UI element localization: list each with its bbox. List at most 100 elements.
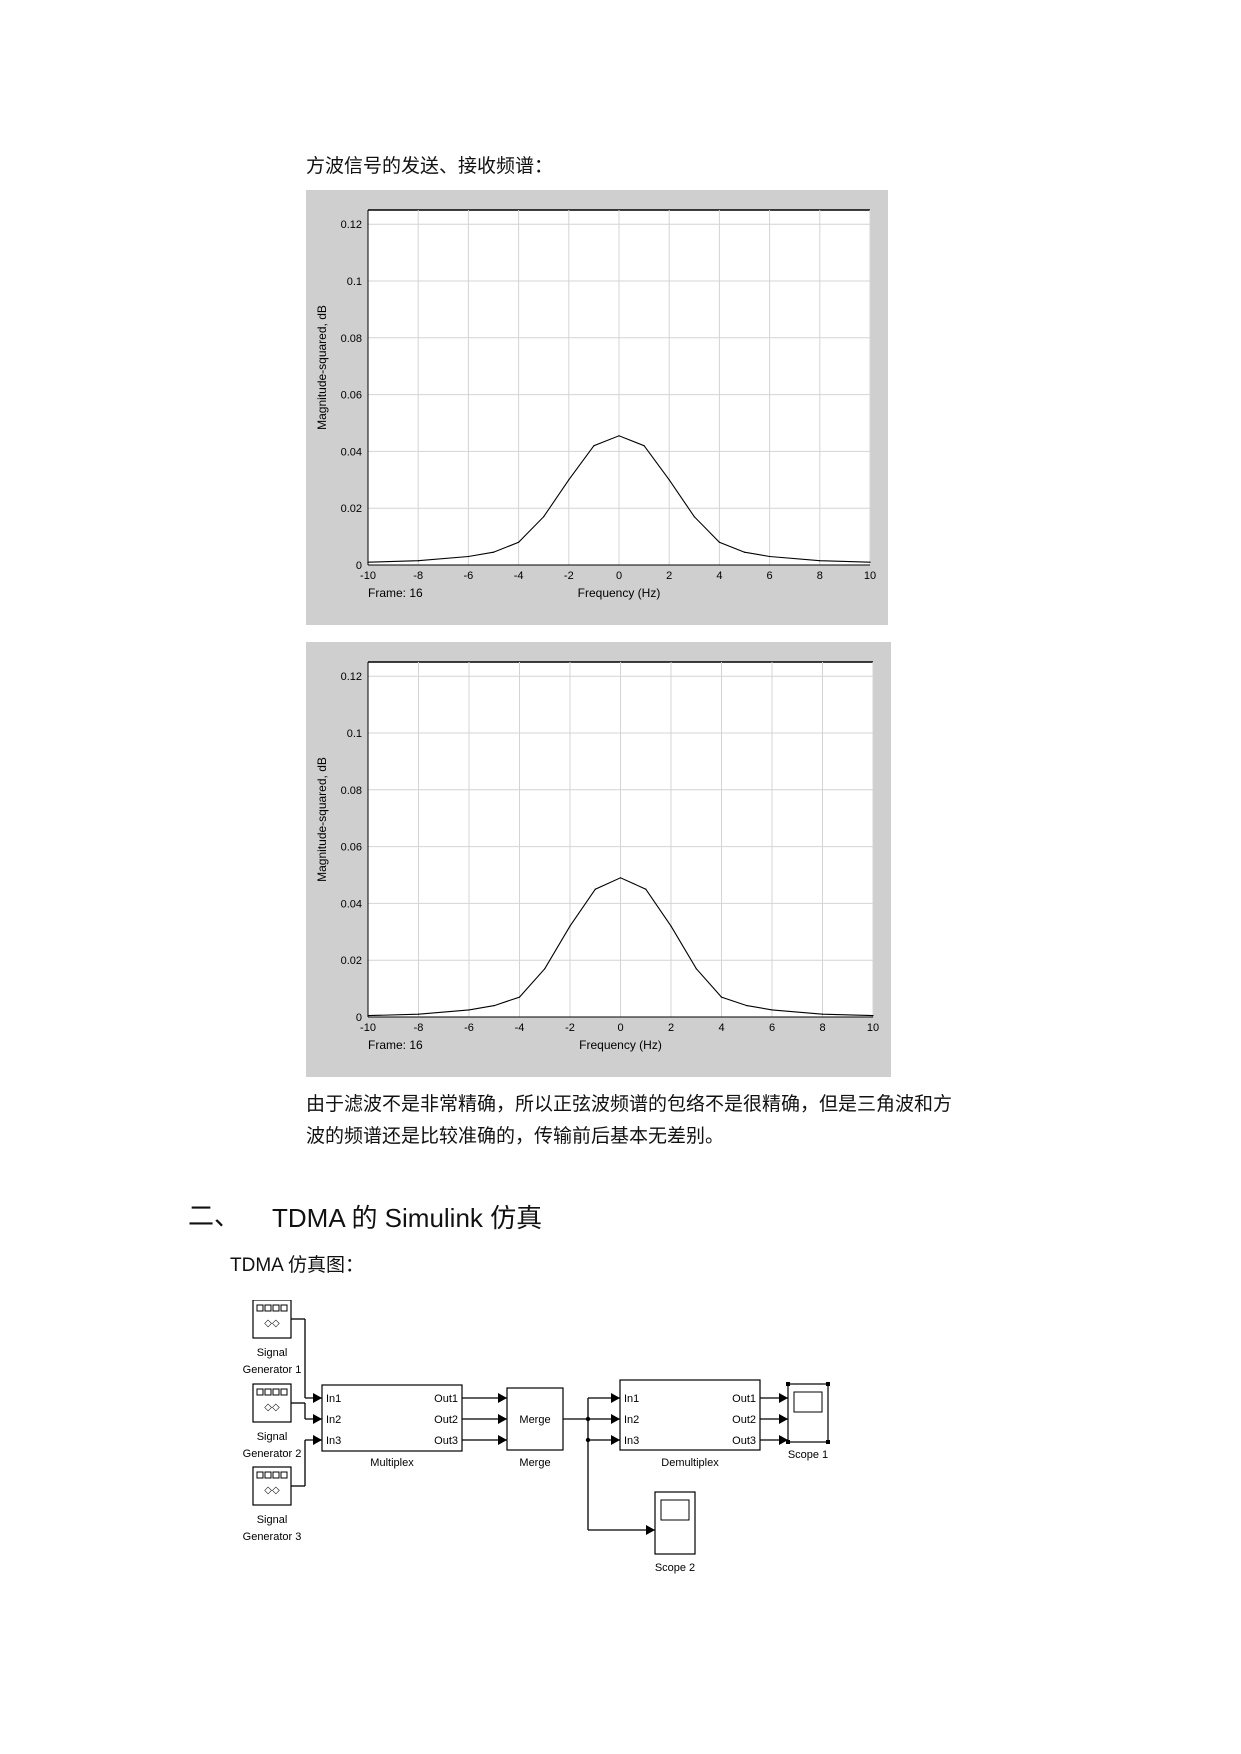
y-tick-label: 0 (356, 1012, 362, 1024)
multiplex-block (321, 1384, 463, 1452)
x-tick-label: 8 (819, 1022, 825, 1034)
arrowhead (498, 1435, 507, 1445)
demultiplex-input-port: In3 (624, 1435, 639, 1447)
generator-label-line1: Signal (257, 1347, 288, 1359)
arrowhead (611, 1393, 620, 1403)
scope-1-screen (793, 1391, 823, 1413)
spectrum-point (518, 996, 521, 998)
conclusion-line-2: 波的频谱还是比较准确的，传输前后基本无差别。 (306, 1125, 725, 1147)
x-tick-label: 6 (769, 1022, 775, 1034)
spectrum-point (695, 968, 697, 970)
merge-label: Merge (519, 1457, 550, 1469)
arrowhead (313, 1414, 322, 1424)
x-tick-label: -4 (514, 570, 524, 582)
x-tick-label: 2 (668, 1022, 674, 1034)
spectrum-point (819, 560, 821, 562)
spectrum-plot-svg: -10 -8 -6 -4 -2 0 2 4 6 8 10 0 0.02 0.04 0.06 0.08 0.1 0.… (315, 661, 879, 1052)
multiplex-input-port: In2 (326, 1414, 341, 1426)
y-tick-label: 0.08 (341, 333, 362, 345)
spectrum-point (718, 541, 720, 543)
spectrum-point (746, 1005, 748, 1007)
x-tick-label: 8 (817, 570, 823, 582)
spectrum-point (869, 561, 871, 563)
demultiplex-output-port: Out3 (732, 1435, 756, 1447)
spectrum-caption: 方波信号的发送、接收频谱： (306, 155, 554, 177)
generator-label-line2: Generator 3 (243, 1531, 302, 1543)
y-tick-label: 0.06 (341, 842, 362, 854)
generator-wave-icon: ◇◇ (264, 1485, 280, 1496)
y-tick-label: 0.04 (341, 446, 362, 458)
generator-dot (256, 1471, 264, 1479)
y-tick-label: 0.02 (341, 503, 362, 515)
spectrum-plot-svg: -10 -8 -6 -4 -2 0 2 4 6 8 10 0 0.02 0.04 0.06 0.08 0.1 0.… (315, 209, 876, 600)
spectrum-point (693, 516, 695, 518)
multiplex-output-port: Out3 (434, 1435, 458, 1447)
x-tick-label: 0 (616, 570, 622, 582)
spectrum-point (821, 1013, 824, 1015)
demultiplex-input-port: In2 (624, 1414, 639, 1426)
spectrum-point (569, 925, 571, 927)
spectrum-plot-transmit: -10 -8 -6 -4 -2 0 2 4 6 8 10 0 0.02 0.04 0.06 0.08 0.1 0.… (306, 190, 888, 625)
generator-dot (264, 1388, 272, 1396)
tdma-simulink-diagram: ◇◇ Signal Generator 1 ◇◇ Signal Generator 2 ◇◇… (225, 1299, 865, 1590)
y-axis-label: Magnitude-squared, dB (315, 757, 329, 882)
demultiplex-input-port: In1 (624, 1393, 639, 1405)
generator-dot (280, 1304, 288, 1312)
generator-dot (272, 1471, 280, 1479)
x-tick-label: -8 (414, 1022, 424, 1034)
spectrum-point (618, 435, 620, 437)
signal-generator-block (252, 1383, 292, 1423)
multiplex-label: Multiplex (370, 1457, 414, 1469)
demultiplex-label: Demultiplex (661, 1457, 719, 1469)
generator-dot (272, 1388, 280, 1396)
multiplex-input-port: In1 (326, 1393, 341, 1405)
generator-label-line2: Generator 1 (243, 1364, 302, 1376)
arrowhead (779, 1435, 788, 1445)
x-tick-label: 4 (716, 570, 722, 582)
arrowhead (611, 1414, 620, 1424)
spectrum-point (518, 541, 520, 543)
y-tick-label: 0.12 (341, 219, 362, 231)
demultiplex-output-port: Out1 (732, 1393, 756, 1405)
arrowhead (313, 1435, 322, 1445)
conclusion-line-1: 由于滤波不是非常精确，所以正弦波频谱的包络不是很精确，但是三角波和方 (306, 1093, 953, 1115)
y-axis-label: Magnitude-squared, dB (315, 305, 329, 430)
y-tick-label: 0.1 (347, 276, 362, 288)
arrowhead (611, 1435, 620, 1445)
x-tick-label: -10 (360, 1022, 376, 1034)
arrowhead (779, 1414, 788, 1424)
x-tick-label: 2 (666, 570, 672, 582)
spectrum-point (743, 551, 746, 553)
x-axis-label: Frequency (Hz) (578, 586, 661, 600)
spectrum-point (619, 877, 622, 879)
generator-label-line1: Signal (257, 1514, 288, 1526)
generator-label-line2: Generator 2 (243, 1448, 302, 1460)
spectrum-point (720, 996, 723, 998)
selection-handle (786, 1440, 790, 1444)
frame-label: Frame: 16 (368, 586, 423, 600)
signal-generator-block (252, 1466, 292, 1506)
spectrum-point (468, 1009, 470, 1011)
multiplex-output-port: Out1 (434, 1393, 458, 1405)
x-tick-label: -8 (413, 570, 423, 582)
generator-dot (256, 1388, 264, 1396)
x-tick-label: 6 (767, 570, 773, 582)
spectrum-point (417, 560, 419, 562)
y-tick-label: 0.02 (341, 955, 362, 967)
spectrum-point (643, 445, 645, 447)
spectrum-point (417, 1013, 420, 1015)
spectrum-point (872, 1014, 874, 1017)
spectrum-point (544, 968, 546, 970)
y-tick-label: 0.08 (341, 785, 362, 797)
x-tick-label: -6 (464, 1022, 474, 1034)
selection-handle (826, 1440, 830, 1444)
x-tick-label: -4 (515, 1022, 525, 1034)
spectrum-plot-receive: -10 -8 -6 -4 -2 0 2 4 6 8 10 0 0.02 0.04 0.06 0.08 0.1 0.… (306, 642, 891, 1077)
spectrum-point (568, 479, 570, 481)
arrowhead (498, 1414, 507, 1424)
generator-label-line1: Signal (257, 1431, 288, 1443)
demultiplex-output-port: Out2 (732, 1414, 756, 1426)
selection-handle (826, 1382, 830, 1386)
multiplex-input-port: In3 (326, 1435, 341, 1447)
multiplex-output-port: Out2 (434, 1414, 458, 1426)
